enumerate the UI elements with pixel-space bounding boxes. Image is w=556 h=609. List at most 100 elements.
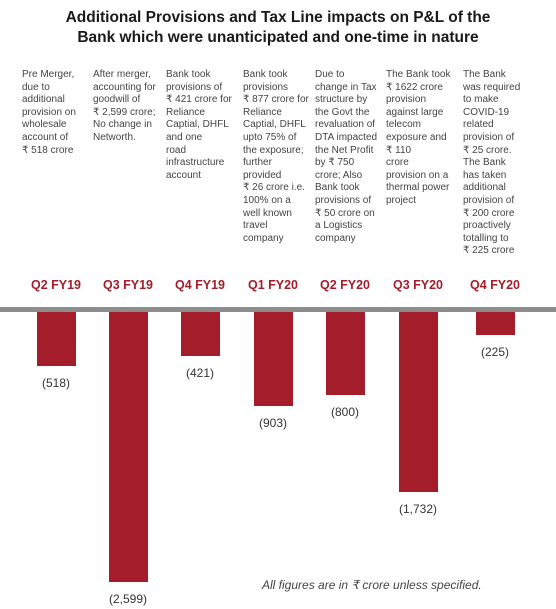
description-line: ₹ 2,599 crore; — [93, 106, 156, 118]
description-line: related — [463, 119, 494, 131]
description-line: The Bank took — [386, 69, 451, 80]
description-line: change in Tax — [315, 81, 377, 93]
description-line: goodwill of — [93, 94, 141, 106]
description-line: provision of — [463, 194, 515, 206]
quarter-description: The Bank was required to make COVID-19 relat… — [463, 69, 520, 258]
description-line: additional — [463, 182, 506, 194]
description-line: Networth. — [93, 131, 136, 143]
description-line: thermal power — [386, 182, 450, 194]
description-line: ₹ 225 crore — [463, 245, 515, 257]
description-line: totalling to — [463, 232, 509, 244]
description-line: company — [315, 232, 356, 244]
description-line: crore; Also — [315, 169, 363, 181]
bar — [398, 312, 438, 492]
description-line: infrastructure — [166, 157, 225, 169]
bar-value-label: (518) — [41, 375, 70, 390]
description-line: DTA impacted — [315, 131, 378, 143]
chart-title-line-2: Bank which were unanticipated and one-ti… — [77, 29, 479, 46]
description-line: structure by — [315, 94, 368, 106]
description-line: and one — [166, 131, 203, 143]
description-line: Pre Merger, — [22, 69, 75, 80]
description-line: crore — [386, 157, 409, 169]
description-line: ₹ 25 crore. — [463, 144, 512, 156]
footnote: All figures are in ₹ crore unless specif… — [262, 578, 482, 592]
bar — [253, 312, 293, 406]
description-line: well known — [243, 207, 292, 219]
description-line: ₹ 110 — [386, 144, 412, 156]
quarter-description: Pre Merger, due to additional provision on w… — [22, 69, 76, 157]
description-line: road — [166, 144, 187, 156]
quarter-label: Q2 FY19 — [30, 278, 82, 292]
description-line: provided — [243, 169, 282, 181]
chart-title: Additional Provisions and Tax Line impac… — [0, 8, 556, 48]
description-line: Captial, DHFL — [166, 119, 229, 131]
description-line: project — [386, 194, 417, 206]
quarter-label: Q4 FY19 — [174, 278, 226, 292]
description-line: the Govt the — [315, 106, 370, 118]
quarter-label: Q3 FY20 — [392, 278, 444, 292]
description-line: After merger, — [93, 69, 151, 80]
description-line: Reliance — [243, 106, 282, 118]
description-line: Captial, DHFL — [243, 119, 306, 131]
description-line: telecom — [386, 119, 422, 131]
description-line: Bank took — [315, 182, 360, 194]
description-line: Bank took — [243, 69, 288, 80]
description-line: against large — [386, 106, 444, 118]
bar-value-label: (2,599) — [108, 592, 148, 606]
bar-value-label: (903) — [258, 415, 287, 430]
description-line: Reliance — [166, 106, 205, 118]
description-line: proactively — [463, 220, 511, 232]
description-line: by ₹ 750 — [315, 157, 355, 169]
description-line: ₹ 1622 crore — [386, 81, 443, 93]
description-line: COVID-19 — [463, 106, 510, 118]
description-line: the exposure; — [243, 144, 304, 156]
description-line: accounting for — [93, 81, 156, 93]
description-line: No change in — [93, 119, 152, 131]
quarter-label: Q4 FY20 — [469, 278, 521, 292]
description-line: ₹ 26 crore i.e. — [243, 182, 305, 194]
description-line: exposure and — [386, 131, 447, 143]
description-line: company — [243, 232, 284, 244]
quarter-description: The Bank took ₹ 1622 crore provision agains… — [386, 69, 450, 208]
description-line: Due to — [315, 69, 345, 80]
description-line: wholesale — [22, 119, 67, 131]
bar-value-label: (225) — [480, 345, 509, 360]
description-line: provision — [386, 94, 427, 106]
bar — [108, 312, 148, 582]
bar — [180, 312, 220, 356]
description-line: to make — [463, 94, 499, 106]
description-line: account — [166, 169, 202, 181]
description-line: travel — [243, 220, 268, 232]
description-line: provision of — [463, 131, 515, 143]
quarter-label: Q3 FY19 — [102, 278, 154, 292]
description-line: account of — [22, 131, 69, 143]
description-line: has taken — [463, 169, 507, 181]
description-line: 100% on a — [243, 194, 291, 206]
bar — [36, 312, 76, 366]
description-line: Bank took — [166, 69, 211, 80]
quarter-label: Q1 FY20 — [247, 278, 299, 292]
quarter-description: Bank took provisions of ₹ 421 crore for Rel… — [166, 69, 232, 182]
description-line: provision on a — [386, 169, 449, 181]
bar-value-label: (1,732) — [398, 501, 438, 516]
description-line: ₹ 50 crore on — [315, 207, 375, 219]
chart-baseline — [0, 307, 556, 312]
description-line: The Bank — [463, 157, 506, 169]
description-line: ₹ 421 crore for — [166, 94, 232, 106]
description-line: The Bank — [463, 69, 506, 80]
bar — [475, 312, 515, 336]
description-line: ₹ 877 crore for — [243, 94, 309, 106]
description-line: provisions — [243, 81, 289, 93]
description-line: was required — [463, 81, 521, 93]
bar-value-label: (421) — [185, 365, 214, 380]
description-line: provision on — [22, 106, 76, 118]
quarter-description: Bank took provisions ₹ 877 crore for Relian… — [243, 69, 309, 245]
chart-title-line-1: Additional Provisions and Tax Line impac… — [65, 9, 491, 26]
description-line: additional — [22, 94, 65, 106]
description-line: due to — [22, 81, 50, 93]
bar — [325, 312, 365, 396]
bar-value-label: (800) — [330, 405, 359, 420]
description-line: further — [243, 157, 272, 169]
quarter-label: Q2 FY20 — [319, 278, 371, 292]
description-line: a Logistics — [315, 220, 363, 232]
